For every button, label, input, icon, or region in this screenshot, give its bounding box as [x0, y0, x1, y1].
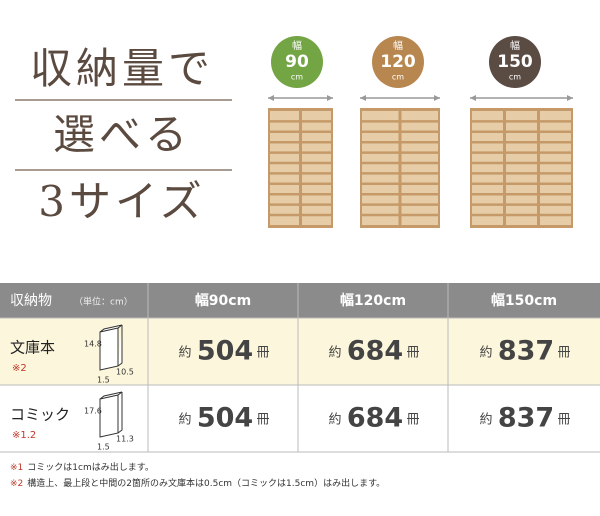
book-depth: 1.5 — [97, 376, 110, 385]
size-badge — [271, 36, 323, 88]
count-prefix: 約 — [178, 413, 191, 428]
count-suffix: 冊 — [557, 413, 570, 428]
badge-label: 幅 — [292, 39, 302, 52]
row-name: コミック — [10, 406, 70, 424]
count-suffix: 冊 — [557, 346, 570, 361]
size-badge — [489, 36, 541, 88]
footnote: ※2 構造上、最上段と中間の2箇所のみ文庫本は0.5cm（コミックは1.5cm）は… — [10, 477, 385, 489]
size-badge — [372, 36, 424, 88]
footnote-text: 構造上、最上段と中間の2箇所のみ文庫本は0.5cm（コミックは1.5cm）はみ出… — [27, 477, 385, 489]
shelf-bay — [506, 111, 537, 225]
footnote-mark: ※2 — [10, 479, 23, 489]
count-prefix: 約 — [479, 346, 492, 361]
shelf-bay — [302, 111, 331, 225]
footnote-text: コミックは1cmはみ出します。 — [27, 461, 154, 473]
header-column: 幅90cm — [195, 292, 251, 309]
badge-width: 90 — [285, 52, 309, 72]
row-name: 文庫本 — [10, 339, 55, 357]
book-depth: 1.5 — [97, 443, 110, 452]
header-unit: （単位：cm） — [74, 296, 133, 308]
book-height: 14.8 — [84, 340, 102, 349]
shelf-bay — [540, 111, 571, 225]
header-column: 幅150cm — [491, 292, 557, 309]
header-label: 収納物 — [10, 293, 52, 309]
count-prefix: 約 — [178, 346, 191, 361]
badge-label: 幅 — [510, 39, 520, 52]
count-suffix: 冊 — [256, 346, 269, 361]
count: 684 — [347, 403, 403, 434]
title-line: 選べる — [53, 110, 191, 159]
shelf-bay — [270, 111, 299, 225]
book-height: 17.6 — [84, 407, 102, 416]
count-prefix: 約 — [328, 413, 341, 428]
title-line: 3サイズ — [38, 177, 205, 226]
badge-unit: cm — [392, 73, 404, 82]
count-prefix: 約 — [479, 413, 492, 428]
badge-label: 幅 — [393, 39, 403, 52]
badge-unit: cm — [291, 73, 303, 82]
title-line: 収納量で — [30, 44, 214, 93]
count: 837 — [498, 336, 554, 367]
shelf-bay — [401, 111, 438, 225]
badge-width: 120 — [380, 52, 416, 72]
count-prefix: 約 — [328, 346, 341, 361]
count: 837 — [498, 403, 554, 434]
count-suffix: 冊 — [406, 413, 419, 428]
book-icon — [99, 391, 123, 438]
shelf-bay — [362, 111, 399, 225]
header-column: 幅120cm — [340, 292, 406, 309]
book-icon — [99, 324, 123, 371]
count: 504 — [197, 336, 253, 367]
shelf-bay — [472, 111, 503, 225]
book-width: 10.5 — [116, 368, 134, 377]
count-suffix: 冊 — [406, 346, 419, 361]
table-header — [0, 283, 600, 318]
footnote: ※1 コミックは1cmはみ出します。 — [10, 461, 154, 473]
footnote-mark: ※1 — [10, 463, 23, 473]
badge-width: 150 — [497, 52, 533, 72]
book-width: 11.3 — [116, 435, 134, 444]
row-note: ※1.2 — [12, 430, 36, 441]
count-suffix: 冊 — [256, 413, 269, 428]
row-note: ※2 — [12, 363, 27, 374]
badge-unit: cm — [509, 73, 521, 82]
count: 684 — [347, 336, 403, 367]
count: 504 — [197, 403, 253, 434]
